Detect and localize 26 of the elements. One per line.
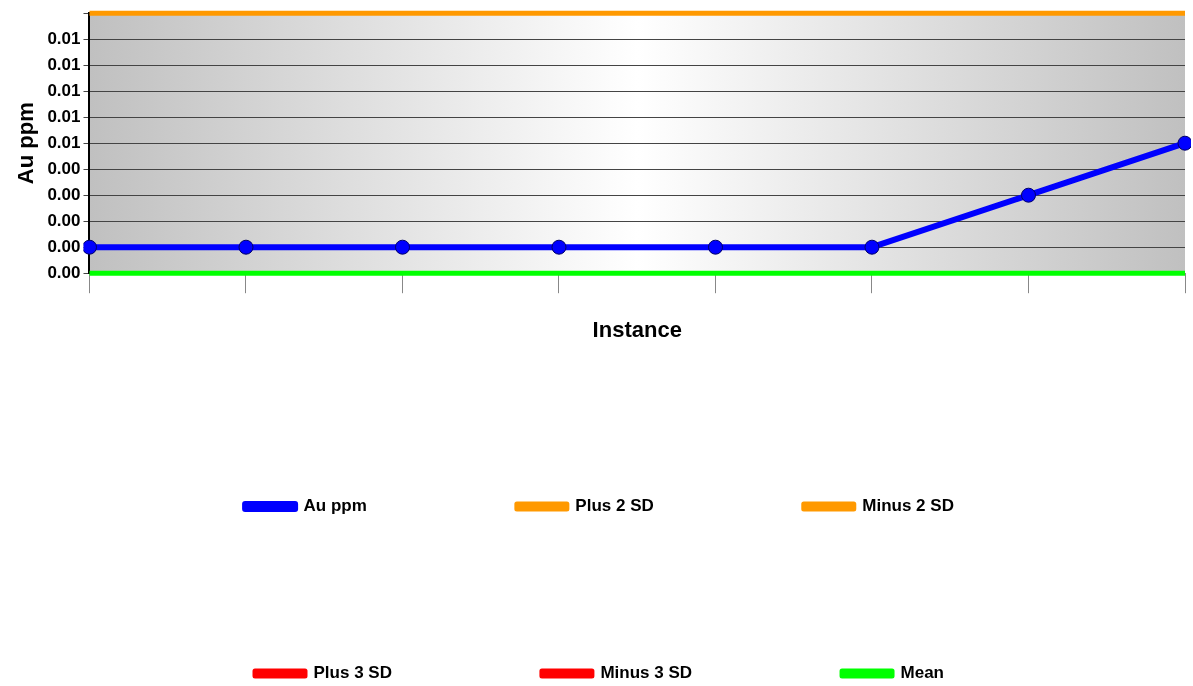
- legend-label: Minus 3 SD: [600, 663, 693, 683]
- y-tick-label: 0.01: [47, 28, 81, 48]
- point: [1177, 135, 1191, 151]
- point: [238, 239, 254, 255]
- legend-label: Mean: [900, 663, 945, 683]
- point: [83, 239, 97, 255]
- legend-label: Plus 2 SD: [575, 496, 654, 516]
- y-tick-label: 0.01: [47, 132, 81, 152]
- y-tick-label: 0.00: [47, 262, 81, 282]
- y-tick-label: 0.01: [47, 106, 81, 126]
- y-tick-label: 0.00: [47, 210, 81, 230]
- y-tick-label: 0.00: [47, 158, 81, 178]
- point: [707, 239, 723, 255]
- legend-label: Minus 2 SD: [862, 496, 954, 516]
- x-axis-title: Instance: [592, 316, 682, 342]
- y-tick-label: 0.00: [47, 236, 81, 256]
- point: [551, 239, 567, 255]
- point: [1021, 187, 1036, 203]
- legend-label: Au ppm: [303, 496, 367, 516]
- y-tick-label: 0.01: [47, 54, 81, 74]
- point: [394, 239, 410, 255]
- y-tick-label: 0.01: [47, 80, 81, 100]
- y-tick-label: 0.00: [47, 184, 81, 204]
- legend-label: Plus 3 SD: [313, 663, 392, 683]
- y-axis-title: Au ppm: [13, 102, 39, 185]
- point: [864, 239, 880, 255]
